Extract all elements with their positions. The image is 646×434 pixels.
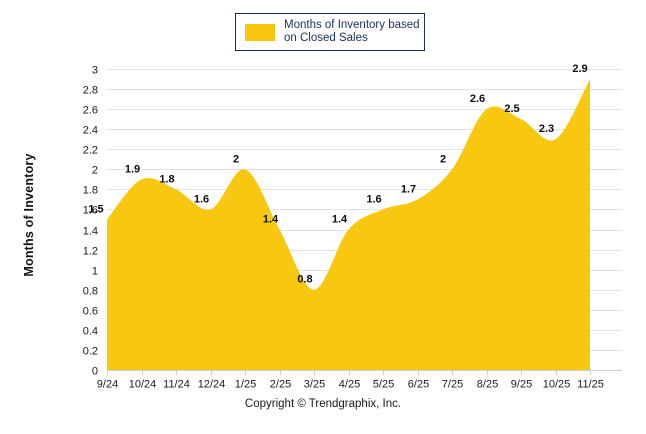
x-axis-tick-label: 1/25 — [235, 379, 256, 391]
data-point-label: 2.5 — [504, 103, 519, 115]
y-axis-tick-labels: 0 0.2 0.4 0.6 0.8 1 1.2 1.4 1.6 1.8 2 2.2 2.4 2.6 2.8 3 — [83, 65, 98, 378]
y-axis-tick-label: 3 — [92, 65, 98, 77]
x-axis-tick-label: 3/25 — [304, 379, 325, 391]
data-point-label: 2.6 — [470, 93, 485, 105]
y-axis-tick-label: 0.4 — [83, 326, 98, 338]
y-axis-tick-label: 1.6 — [83, 205, 98, 217]
x-axis-tick-label: 8/25 — [477, 379, 498, 391]
x-axis-tick-marks — [107, 370, 591, 376]
x-axis-tick-label: 10/24 — [129, 379, 157, 391]
y-axis-tick-label: 0.8 — [83, 286, 98, 298]
y-axis-tick-label: 2 — [92, 165, 98, 177]
x-axis-tick-labels: 9/24 10/24 11/24 12/24 1/25 2/25 3/25 4/25 5/25 6… — [97, 379, 604, 391]
y-axis-tick-label: 2.8 — [83, 85, 98, 97]
legend-color-swatch-icon — [245, 23, 275, 41]
data-point-label: 1.8 — [159, 173, 174, 185]
area-fill-path — [107, 79, 590, 370]
x-axis-tick-label: 10/25 — [543, 379, 571, 391]
chart-legend[interactable]: Months of Inventory based on Closed Sale… — [235, 13, 425, 51]
y-axis-tick-label: 1.4 — [83, 226, 98, 238]
data-point-label: 2 — [440, 153, 446, 165]
data-point-label: 2 — [233, 153, 239, 165]
data-point-label: 2.9 — [572, 63, 587, 75]
data-point-label: 0.8 — [297, 274, 312, 286]
data-point-labels: 1.5 1.9 1.8 1.6 2 1.4 0.8 1.4 1.6 1.7 2 2.6 2.5 2.3 2.… — [88, 63, 587, 286]
area-series-group — [107, 79, 590, 370]
data-point-label: 2.3 — [539, 123, 554, 135]
data-point-label: 1.4 — [263, 214, 279, 226]
x-axis-tick-label: 11/25 — [577, 379, 604, 391]
legend-label: Months of Inventory based on Closed Sale… — [284, 19, 420, 44]
y-axis-tick-label: 1.2 — [83, 246, 98, 258]
x-axis-tick-label: 12/24 — [198, 379, 226, 391]
y-axis-tick-label: 1 — [92, 266, 98, 278]
x-axis-tick-label: 6/25 — [408, 379, 429, 391]
x-axis-tick-label: 11/24 — [163, 379, 190, 391]
x-axis-tick-label: 2/25 — [270, 379, 291, 391]
y-axis-tick-label: 2.4 — [83, 125, 98, 137]
data-point-label: 1.5 — [88, 204, 103, 216]
copyright-text: Copyright © Trendgraphix, Inc. — [244, 398, 402, 410]
y-axis-tick-label: 0.6 — [83, 306, 98, 318]
data-point-label: 1.4 — [332, 214, 348, 226]
y-axis-tick-label: 2.6 — [83, 105, 98, 117]
y-axis-tick-label: 2.2 — [83, 145, 98, 157]
y-axis-tick-label: 0.2 — [83, 346, 98, 358]
x-axis-tick-label: 5/25 — [373, 379, 394, 391]
x-axis-tick-label: 9/25 — [511, 379, 532, 391]
data-point-label: 1.6 — [194, 193, 209, 205]
y-axis-tick-label: 0 — [92, 366, 98, 378]
data-point-label: 1.7 — [401, 183, 416, 195]
data-point-label: 1.9 — [125, 163, 140, 175]
y-axis-tick-label: 1.8 — [83, 185, 98, 197]
data-point-label: 1.6 — [366, 193, 381, 205]
x-axis-tick-label: 7/25 — [442, 379, 463, 391]
x-axis-tick-label: 9/24 — [97, 379, 118, 391]
x-axis-tick-label: 4/25 — [339, 379, 360, 391]
